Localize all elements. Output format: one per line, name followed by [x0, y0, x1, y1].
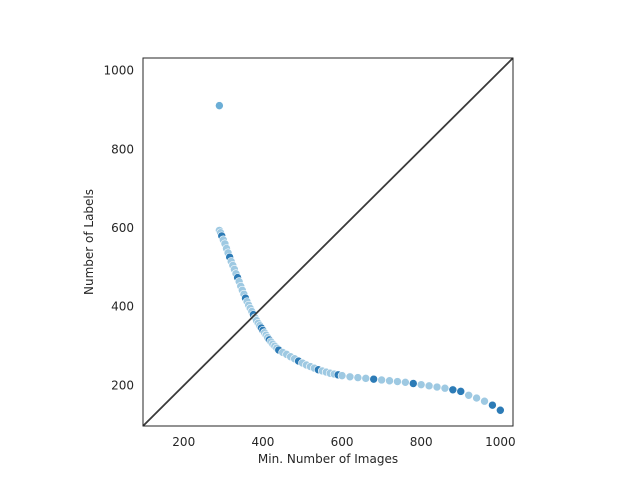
y-tick-label: 200 — [111, 378, 134, 392]
x-axis-label: Min. Number of Images — [258, 452, 398, 466]
data-point — [448, 385, 458, 395]
data-point — [464, 391, 473, 400]
y-tick-label: 1000 — [103, 64, 134, 78]
data-point — [361, 374, 371, 383]
data-point-outlier — [215, 101, 224, 110]
data-points — [215, 101, 505, 415]
data-point — [456, 387, 466, 396]
data-point — [440, 383, 450, 393]
data-point — [393, 377, 402, 386]
y-tick-label: 800 — [111, 142, 134, 156]
data-point — [353, 373, 363, 382]
data-point — [496, 405, 505, 415]
y-axis-label: Number of Labels — [82, 189, 96, 295]
data-point — [377, 375, 386, 385]
data-point — [472, 393, 481, 403]
data-point — [385, 376, 394, 386]
data-point — [337, 371, 347, 380]
x-tick-label: 800 — [410, 435, 433, 449]
data-point — [369, 374, 379, 384]
data-point — [345, 372, 355, 382]
plot-frame — [142, 57, 514, 427]
reference-diagonal-line — [142, 57, 514, 427]
y-axis-ticks: 200 400 600 800 1000 — [103, 64, 134, 393]
data-point — [480, 396, 489, 406]
x-tick-label: 600 — [331, 435, 354, 449]
x-tick-label: 1000 — [485, 435, 516, 449]
data-point — [424, 381, 434, 391]
x-tick-label: 400 — [251, 435, 274, 449]
data-point — [401, 378, 410, 387]
data-point — [488, 400, 497, 410]
x-axis-ticks: 200 400 600 800 1000 — [172, 435, 515, 449]
data-point — [408, 379, 418, 388]
data-point — [416, 380, 426, 389]
y-tick-label: 600 — [111, 221, 134, 235]
data-point — [432, 382, 442, 392]
x-tick-label: 200 — [172, 435, 195, 449]
y-tick-label: 400 — [111, 300, 134, 314]
